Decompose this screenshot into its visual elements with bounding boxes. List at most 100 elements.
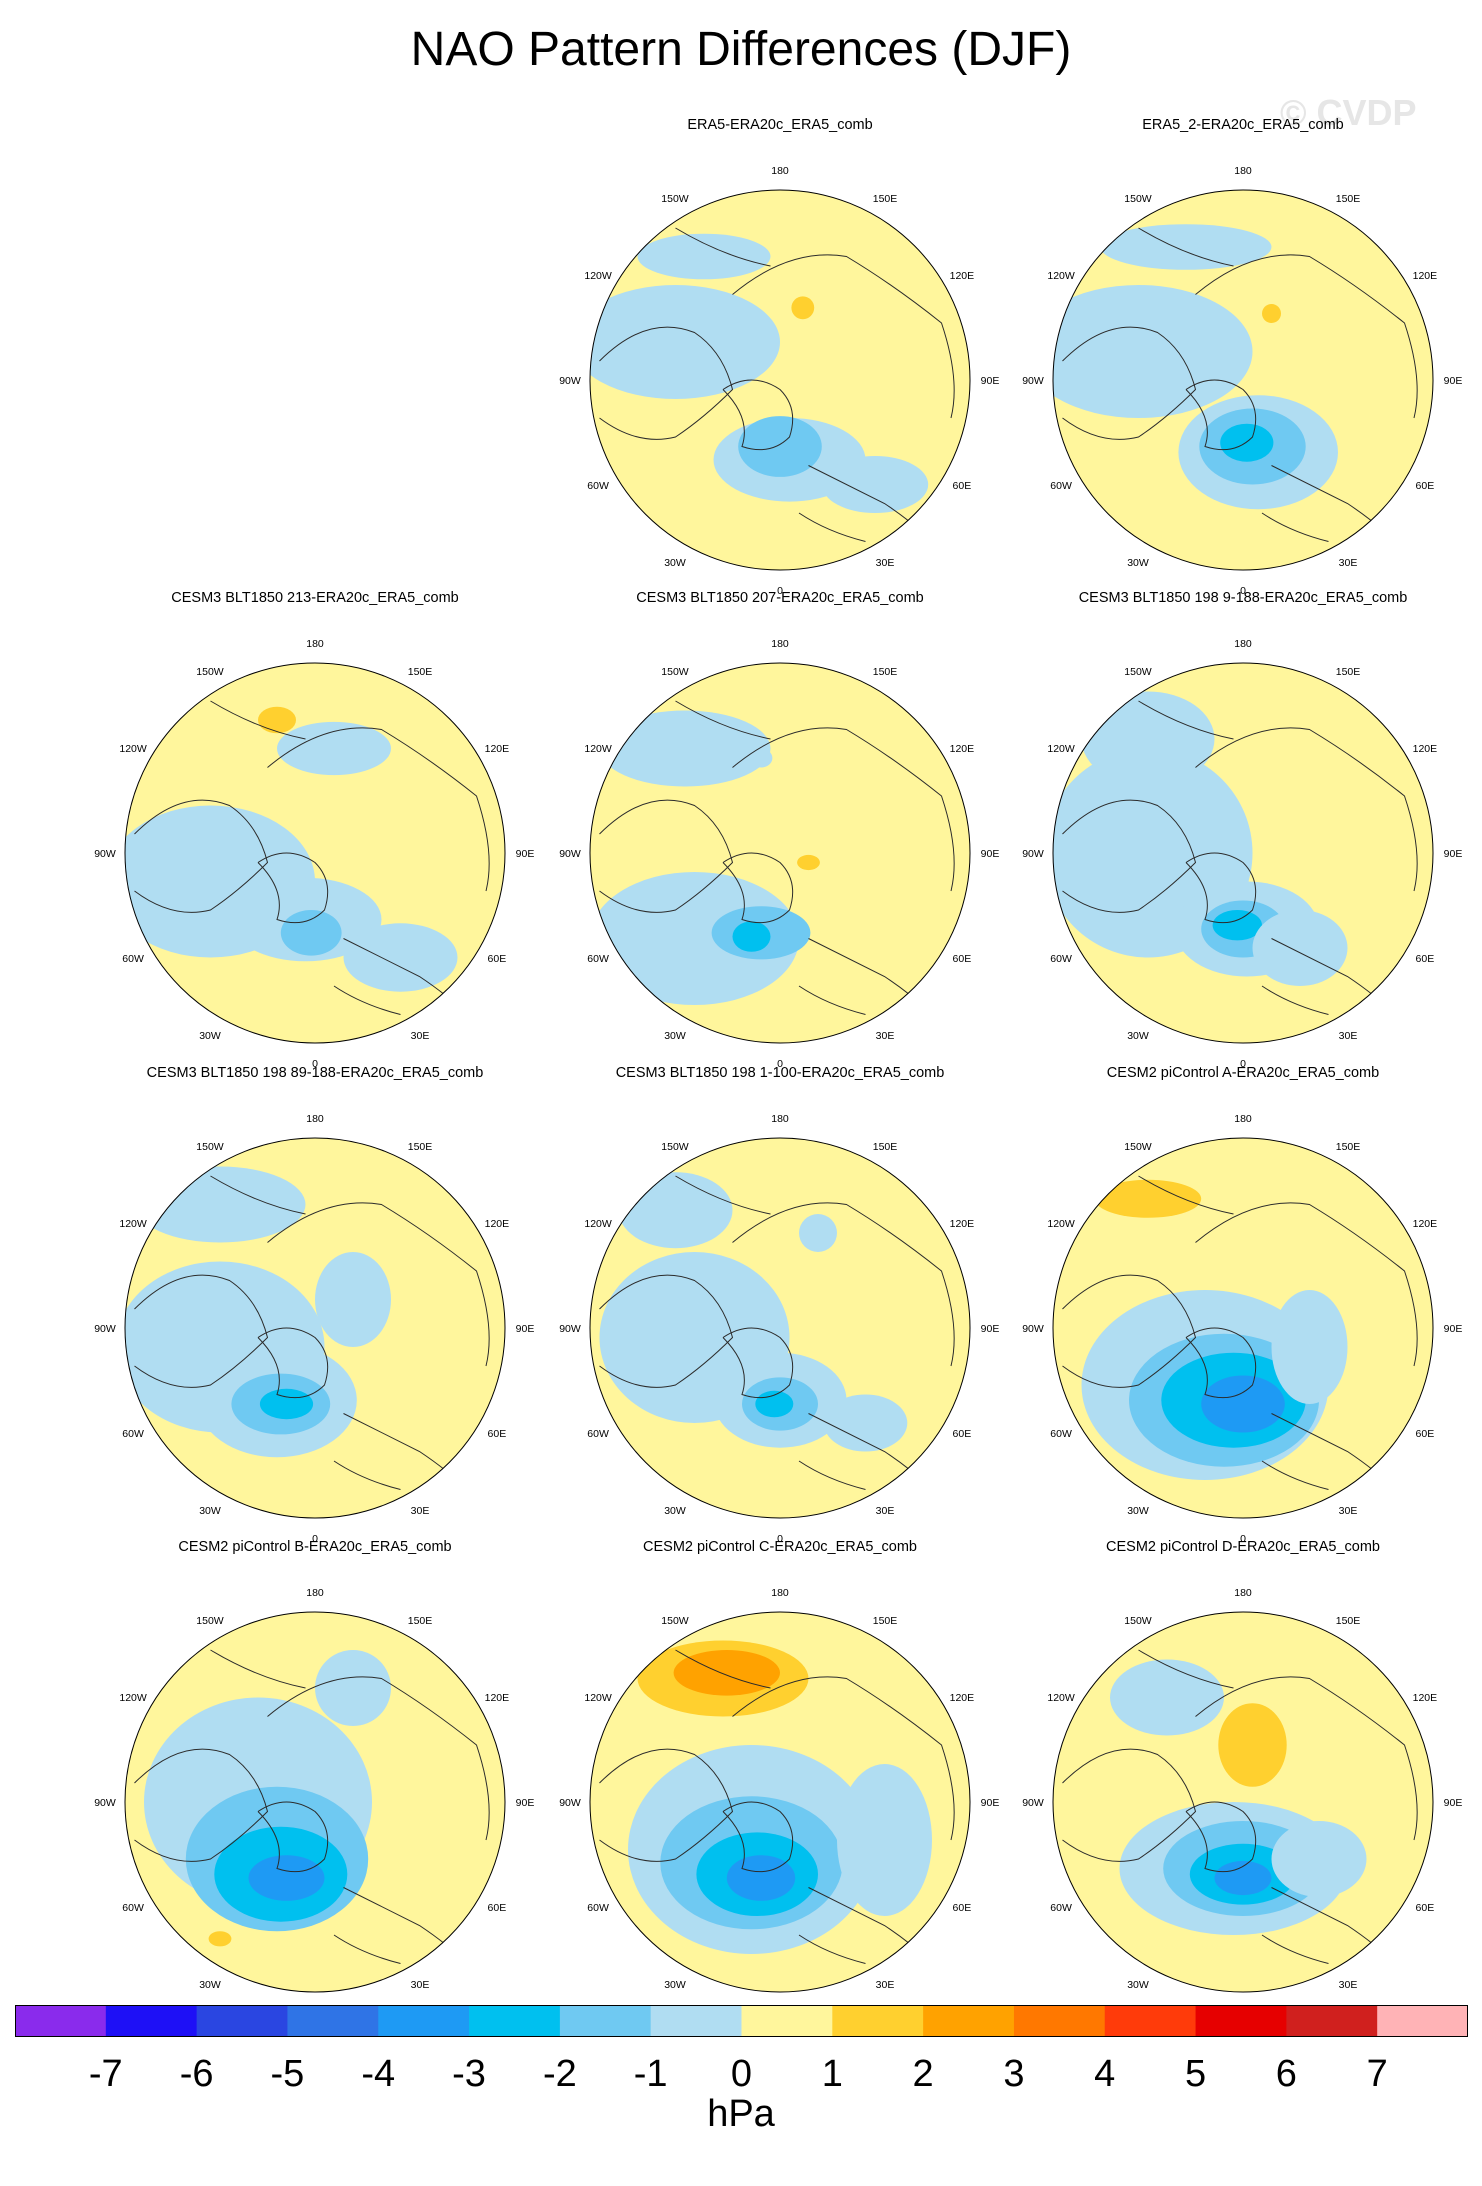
coastline (798, 1934, 866, 1964)
coastline (722, 852, 794, 924)
coastline (210, 1649, 306, 1689)
map-panel: CESM3 BLT1850 198 1-100-ERA20c_ERA5_comb… (545, 1065, 1015, 1563)
longitude-label: 90W (94, 1797, 116, 1809)
contour-region (837, 1764, 932, 1916)
longitude-label: 180 (1234, 1113, 1252, 1125)
panel-title: ERA5-ERA20c_ERA5_comb (687, 117, 873, 133)
map-panel: CESM2 piControl A-ERA20c_ERA5_comb 180 150… (1008, 1065, 1478, 1563)
colorbar-segment (923, 2005, 1015, 2037)
longitude-label: 60W (1050, 480, 1072, 492)
coastline (1062, 1748, 1197, 1862)
longitude-label: 90W (1022, 1323, 1044, 1335)
coastline (1062, 1274, 1197, 1388)
map-panel: ERA5_2-ERA20c_ERA5_comb 180 150E 120E 90E 60E… (1008, 117, 1478, 615)
longitude-label: 180 (306, 638, 324, 650)
longitude-label: 60E (1416, 1428, 1435, 1440)
contour-region (1271, 1821, 1367, 1897)
longitude-label: 120W (584, 270, 612, 282)
colorbar-tick-label: -5 (270, 2053, 305, 2095)
panel-title: CESM3 BLT1850 198 89-188-ERA20c_ERA5_com… (146, 1065, 484, 1081)
coastline (267, 1676, 490, 1841)
longitude-label: 0 (777, 1533, 783, 1545)
longitude-label: 60W (1050, 1902, 1072, 1914)
map-rim (589, 1611, 971, 1993)
longitude-label: 150E (408, 1615, 433, 1627)
colorbar (15, 2005, 1469, 2042)
map-panel: CESM3 BLT1850 207-ERA20c_ERA5_comb 180 150… (545, 590, 1015, 1088)
colorbar-tick-label: 6 (1275, 2053, 1297, 2095)
polar-stereographic-map: 180 150E 120E 90E 60E 30E 0 30W 60W 90W 120W 150W (94, 638, 534, 1070)
contour-region (315, 1252, 391, 1347)
longitude-label: 30W (199, 1979, 221, 1991)
longitude-label: 60W (587, 953, 609, 965)
coastline (267, 727, 490, 892)
longitude-label: 30W (664, 1030, 686, 1042)
coastline (1261, 512, 1329, 542)
colorbar-tick-label: -6 (179, 2053, 214, 2095)
map-rim (1052, 189, 1434, 571)
polar-stereographic-map: 180 150E 120E 90E 60E 30E 0 30W 60W 90W 120W 150W (1022, 1113, 1462, 1545)
longitude-label: 90W (559, 375, 581, 387)
longitude-label: 150E (873, 1615, 898, 1627)
coastline (599, 326, 734, 440)
panel-title: CESM2 piControl B-ERA20c_ERA5_comb (178, 1539, 452, 1555)
longitude-label: 120E (485, 743, 510, 755)
longitude-label: 180 (771, 638, 789, 650)
map-rim (124, 662, 506, 1044)
polar-stereographic-map: 180 150E 120E 90E 60E 30E 0 30W 60W 90W 120W 150W (94, 1113, 534, 1545)
coastline (798, 985, 866, 1015)
longitude-label: 90W (1022, 1797, 1044, 1809)
coastline (333, 985, 401, 1015)
longitude-label: 90E (981, 1797, 1000, 1809)
longitude-label: 150W (661, 1141, 689, 1153)
longitude-label: 0 (777, 1058, 783, 1070)
colorbar-units: hPa (707, 2093, 775, 2135)
coastline (134, 799, 269, 913)
panel-title: CESM3 BLT1850 207-ERA20c_ERA5_comb (636, 590, 924, 606)
coastline (599, 799, 734, 913)
longitude-label: 120E (950, 1218, 975, 1230)
coastline (722, 1327, 794, 1399)
contour-region (258, 706, 296, 734)
map-panel: CESM2 piControl C-ERA20c_ERA5_comb 180 150… (545, 1539, 1015, 2037)
coastline (675, 1649, 771, 1689)
contour-region (259, 1388, 314, 1420)
longitude-label: 60W (587, 1902, 609, 1914)
coastline (267, 1202, 490, 1367)
contour-region (1094, 1179, 1202, 1218)
longitude-label: 30E (1339, 1505, 1358, 1517)
colorbar-tick-label: -1 (633, 2053, 668, 2095)
coastline (333, 1934, 401, 1964)
coastline (134, 1748, 269, 1862)
polar-stereographic-map: 180 150E 120E 90E 60E 30E 0 30W 60W 90W 120W 150W (1022, 638, 1462, 1070)
coastline (210, 700, 306, 740)
coastline (1062, 326, 1197, 440)
coastline (675, 700, 771, 740)
coastline (210, 1175, 306, 1215)
longitude-label: 120W (1047, 270, 1075, 282)
longitude-label: 60E (488, 953, 507, 965)
panel-title: CESM2 piControl A-ERA20c_ERA5_comb (1106, 1065, 1380, 1081)
figure-title: NAO Pattern Differences (DJF) (410, 23, 1072, 76)
contour-region (821, 456, 929, 513)
contour-region (799, 1214, 837, 1252)
longitude-label: 150W (1124, 666, 1152, 678)
polar-stereographic-map: 180 150E 120E 90E 60E 30E 0 30W 60W 90W 120W 150W (559, 1113, 999, 1545)
contour-region (343, 923, 458, 992)
colorbar-segment (15, 2005, 107, 2037)
contour-region (599, 710, 771, 787)
contour-region (673, 1650, 780, 1696)
longitude-label: 120E (1413, 1218, 1438, 1230)
longitude-label: 60E (953, 953, 972, 965)
coastline (722, 1801, 794, 1873)
longitude-label: 90W (94, 848, 116, 860)
longitude-label: 150E (873, 193, 898, 205)
colorbar-border (15, 2005, 1468, 2037)
longitude-label: 90W (559, 1323, 581, 1335)
longitude-label: 120E (950, 1692, 975, 1704)
contour-region (1271, 1290, 1348, 1404)
colorbar-tick-label: 1 (821, 2053, 843, 2095)
contour-region (134, 1166, 306, 1243)
coastline (732, 1676, 955, 1841)
contour-region (590, 872, 799, 1005)
